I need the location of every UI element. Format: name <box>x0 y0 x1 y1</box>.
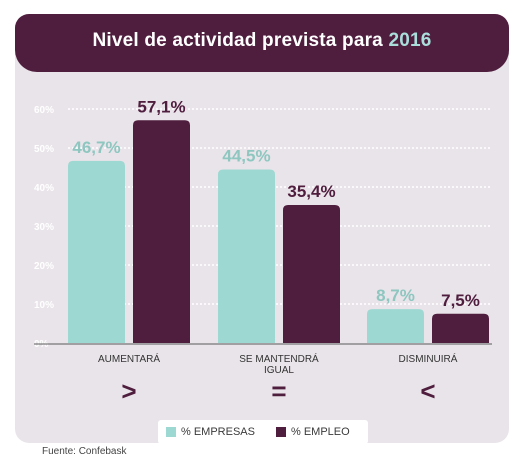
data-label: 44,5% <box>222 146 270 165</box>
bar-empresas <box>68 160 125 343</box>
source-note: Fuente: Confebask <box>42 446 127 457</box>
category-label: SE MANTENDRÁ <box>239 352 319 365</box>
data-label: 35,4% <box>287 182 335 201</box>
category-label: AUMENTARÁ <box>98 352 160 365</box>
category-symbol: < <box>420 376 435 406</box>
data-label: 57,1% <box>137 97 185 116</box>
y-tick-label: 50% <box>34 144 54 155</box>
bar-empresas <box>218 169 275 343</box>
legend-item-empresas: % EMPRESAS <box>166 426 255 438</box>
data-label: 8,7% <box>376 286 415 305</box>
y-tick-label: 60% <box>34 105 54 116</box>
legend-swatch-empresas <box>166 427 176 437</box>
legend-item-empleo: % EMPLEO <box>276 426 350 438</box>
bar-empleo <box>133 120 190 343</box>
category-symbol: > <box>121 376 136 406</box>
y-tick-label: 20% <box>34 261 54 272</box>
chart-title-main: Nivel de actividad prevista para <box>92 30 383 51</box>
bar-empresas <box>367 309 424 343</box>
category-symbol: = <box>271 376 286 406</box>
bar-empleo <box>432 313 489 343</box>
legend-label-empresas: % EMPRESAS <box>181 426 255 438</box>
category-label: IGUAL <box>264 365 294 376</box>
bar-empleo <box>283 204 340 343</box>
y-tick-label: 10% <box>34 300 54 311</box>
legend-swatch-empleo <box>276 427 286 437</box>
chart-header: Nivel de actividad prevista para 2016 <box>15 14 509 72</box>
data-label: 46,7% <box>72 138 120 157</box>
y-tick-label: 30% <box>34 222 54 233</box>
category-label: DISMINUIRÁ <box>399 352 458 365</box>
chart-title: Nivel de actividad prevista para 2016 <box>15 30 509 52</box>
legend <box>158 420 368 444</box>
data-label: 7,5% <box>441 291 480 310</box>
legend-label-empleo: % EMPLEO <box>291 426 350 438</box>
y-tick-label: 40% <box>34 183 54 194</box>
chart-title-year: 2016 <box>388 30 432 51</box>
